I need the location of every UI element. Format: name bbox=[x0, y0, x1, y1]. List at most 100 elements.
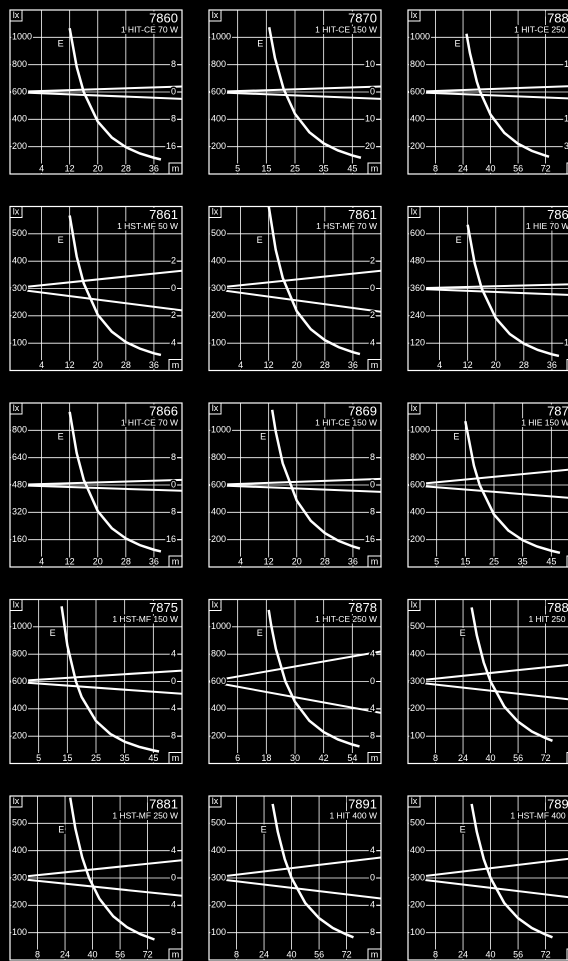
y-tick-label: 200 bbox=[410, 141, 425, 151]
x-tick-label: 20 bbox=[292, 556, 302, 566]
chart-subtitle: 1 HST-MF 250 W bbox=[112, 810, 178, 820]
y-tick-label: 600 bbox=[410, 479, 425, 489]
y-tick-label: 200 bbox=[410, 534, 425, 544]
x-tick-label: 40 bbox=[486, 753, 496, 763]
y-tick-label: 800 bbox=[211, 649, 226, 659]
y-tick-label: 300 bbox=[12, 872, 27, 882]
chart-title: 7891 bbox=[547, 796, 568, 811]
spread-line bbox=[209, 269, 381, 290]
chart-title: 7863 bbox=[547, 207, 568, 222]
y2-tick-label: 0 bbox=[370, 676, 375, 686]
y-tick-label: 1000 bbox=[211, 32, 231, 42]
y2-tick-label: 8 bbox=[370, 452, 375, 462]
y2-tick-label: 10 bbox=[365, 114, 375, 124]
y-tick-label: 600 bbox=[12, 86, 27, 96]
chart-subtitle: 1 HIT 250 W bbox=[528, 614, 568, 624]
y2-tick-label: 8 bbox=[171, 114, 176, 124]
x-tick-label: 4 bbox=[39, 163, 44, 173]
spread-line bbox=[209, 85, 381, 93]
spread-line bbox=[10, 680, 182, 695]
chart-panel: E 200 400 600 800 1000 8 0 8 16 4 12 20 28 36 m lx 78601 … bbox=[10, 10, 182, 174]
illuminance-curve bbox=[270, 409, 361, 550]
illuminance-curve bbox=[470, 607, 553, 742]
x-axis-label: m bbox=[371, 163, 379, 173]
unit-box bbox=[367, 948, 381, 960]
y2-tick-label: 8 bbox=[370, 507, 375, 517]
spread-line bbox=[408, 287, 568, 296]
x-axis-label: m bbox=[172, 360, 180, 370]
x-tick-label: 4 bbox=[39, 360, 44, 370]
y2-tick-label: 2 bbox=[171, 256, 176, 266]
chart-subtitle: 1 HIE 70 W/c bbox=[526, 221, 568, 231]
x-tick-label: 54 bbox=[347, 753, 357, 763]
x-axis-label: m bbox=[172, 163, 180, 173]
spread-line bbox=[209, 680, 381, 714]
illuminance-curve bbox=[470, 803, 553, 939]
x-tick-label: 72 bbox=[541, 753, 551, 763]
y-tick-label: 600 bbox=[211, 86, 226, 96]
panel-frame bbox=[208, 9, 382, 175]
y-axis-label: lx bbox=[411, 403, 418, 413]
unit-box bbox=[408, 206, 421, 218]
y-tick-label: 400 bbox=[211, 845, 226, 855]
unit-box bbox=[209, 599, 222, 611]
chart-subtitle: 1 HIT-CE 250 W bbox=[315, 614, 377, 624]
curve-label: E bbox=[58, 431, 64, 441]
x-tick-label: 24 bbox=[458, 949, 468, 959]
y2-tick-label: 4 bbox=[370, 845, 375, 855]
y-tick-label: 100 bbox=[211, 927, 226, 937]
curve-label: E bbox=[460, 824, 466, 834]
chart-subtitle: 1 HIE 150 W/c bbox=[521, 417, 568, 427]
y2-tick-label: 4 bbox=[370, 338, 375, 348]
x-tick-label: 36 bbox=[149, 556, 159, 566]
unit-box bbox=[10, 796, 23, 808]
illuminance-curve bbox=[68, 411, 162, 553]
y-axis-label: lx bbox=[411, 206, 418, 216]
y-tick-label: 300 bbox=[410, 676, 425, 686]
x-tick-label: 45 bbox=[546, 556, 556, 566]
y-tick-label: 200 bbox=[410, 900, 425, 910]
y-tick-label: 1000 bbox=[410, 425, 430, 435]
spread-line bbox=[10, 85, 182, 93]
x-tick-label: 56 bbox=[513, 949, 523, 959]
unit-box bbox=[367, 752, 381, 764]
x-tick-label: 8 bbox=[433, 163, 438, 173]
spread-line bbox=[10, 478, 182, 486]
y-tick-label: 200 bbox=[211, 731, 226, 741]
panel-frame bbox=[9, 402, 183, 568]
y-tick-label: 500 bbox=[211, 228, 226, 238]
y-tick-label: 800 bbox=[410, 452, 425, 462]
y-tick-label: 320 bbox=[12, 507, 27, 517]
y-tick-label: 800 bbox=[410, 59, 425, 69]
x-tick-label: 36 bbox=[348, 556, 358, 566]
x-tick-label: 36 bbox=[348, 360, 358, 370]
y-tick-label: 400 bbox=[211, 507, 226, 517]
x-tick-label: 25 bbox=[489, 556, 499, 566]
spread-line bbox=[209, 856, 381, 879]
y2-tick-label: 4 bbox=[171, 338, 176, 348]
unit-box bbox=[408, 403, 421, 415]
x-axis-label: m bbox=[371, 949, 379, 959]
y2-tick-label: 8 bbox=[171, 731, 176, 741]
illuminance-curve bbox=[271, 803, 354, 939]
curve-label: E bbox=[460, 628, 466, 638]
y2-tick-label: 2 bbox=[370, 310, 375, 320]
y-axis-label: lx bbox=[411, 599, 418, 609]
x-tick-label: 24 bbox=[259, 949, 269, 959]
x-tick-label: 12 bbox=[65, 163, 75, 173]
x-tick-label: 24 bbox=[60, 949, 70, 959]
y2-tick-label: 4 bbox=[370, 900, 375, 910]
x-tick-label: 8 bbox=[35, 949, 40, 959]
y-axis-label: lx bbox=[212, 10, 219, 20]
y-tick-label: 400 bbox=[410, 507, 425, 517]
y-tick-label: 200 bbox=[12, 141, 27, 151]
unit-box bbox=[168, 948, 182, 960]
unit-box bbox=[367, 359, 381, 371]
y-tick-label: 800 bbox=[12, 649, 27, 659]
y-axis-label: lx bbox=[212, 599, 219, 609]
spread-line bbox=[209, 287, 381, 313]
